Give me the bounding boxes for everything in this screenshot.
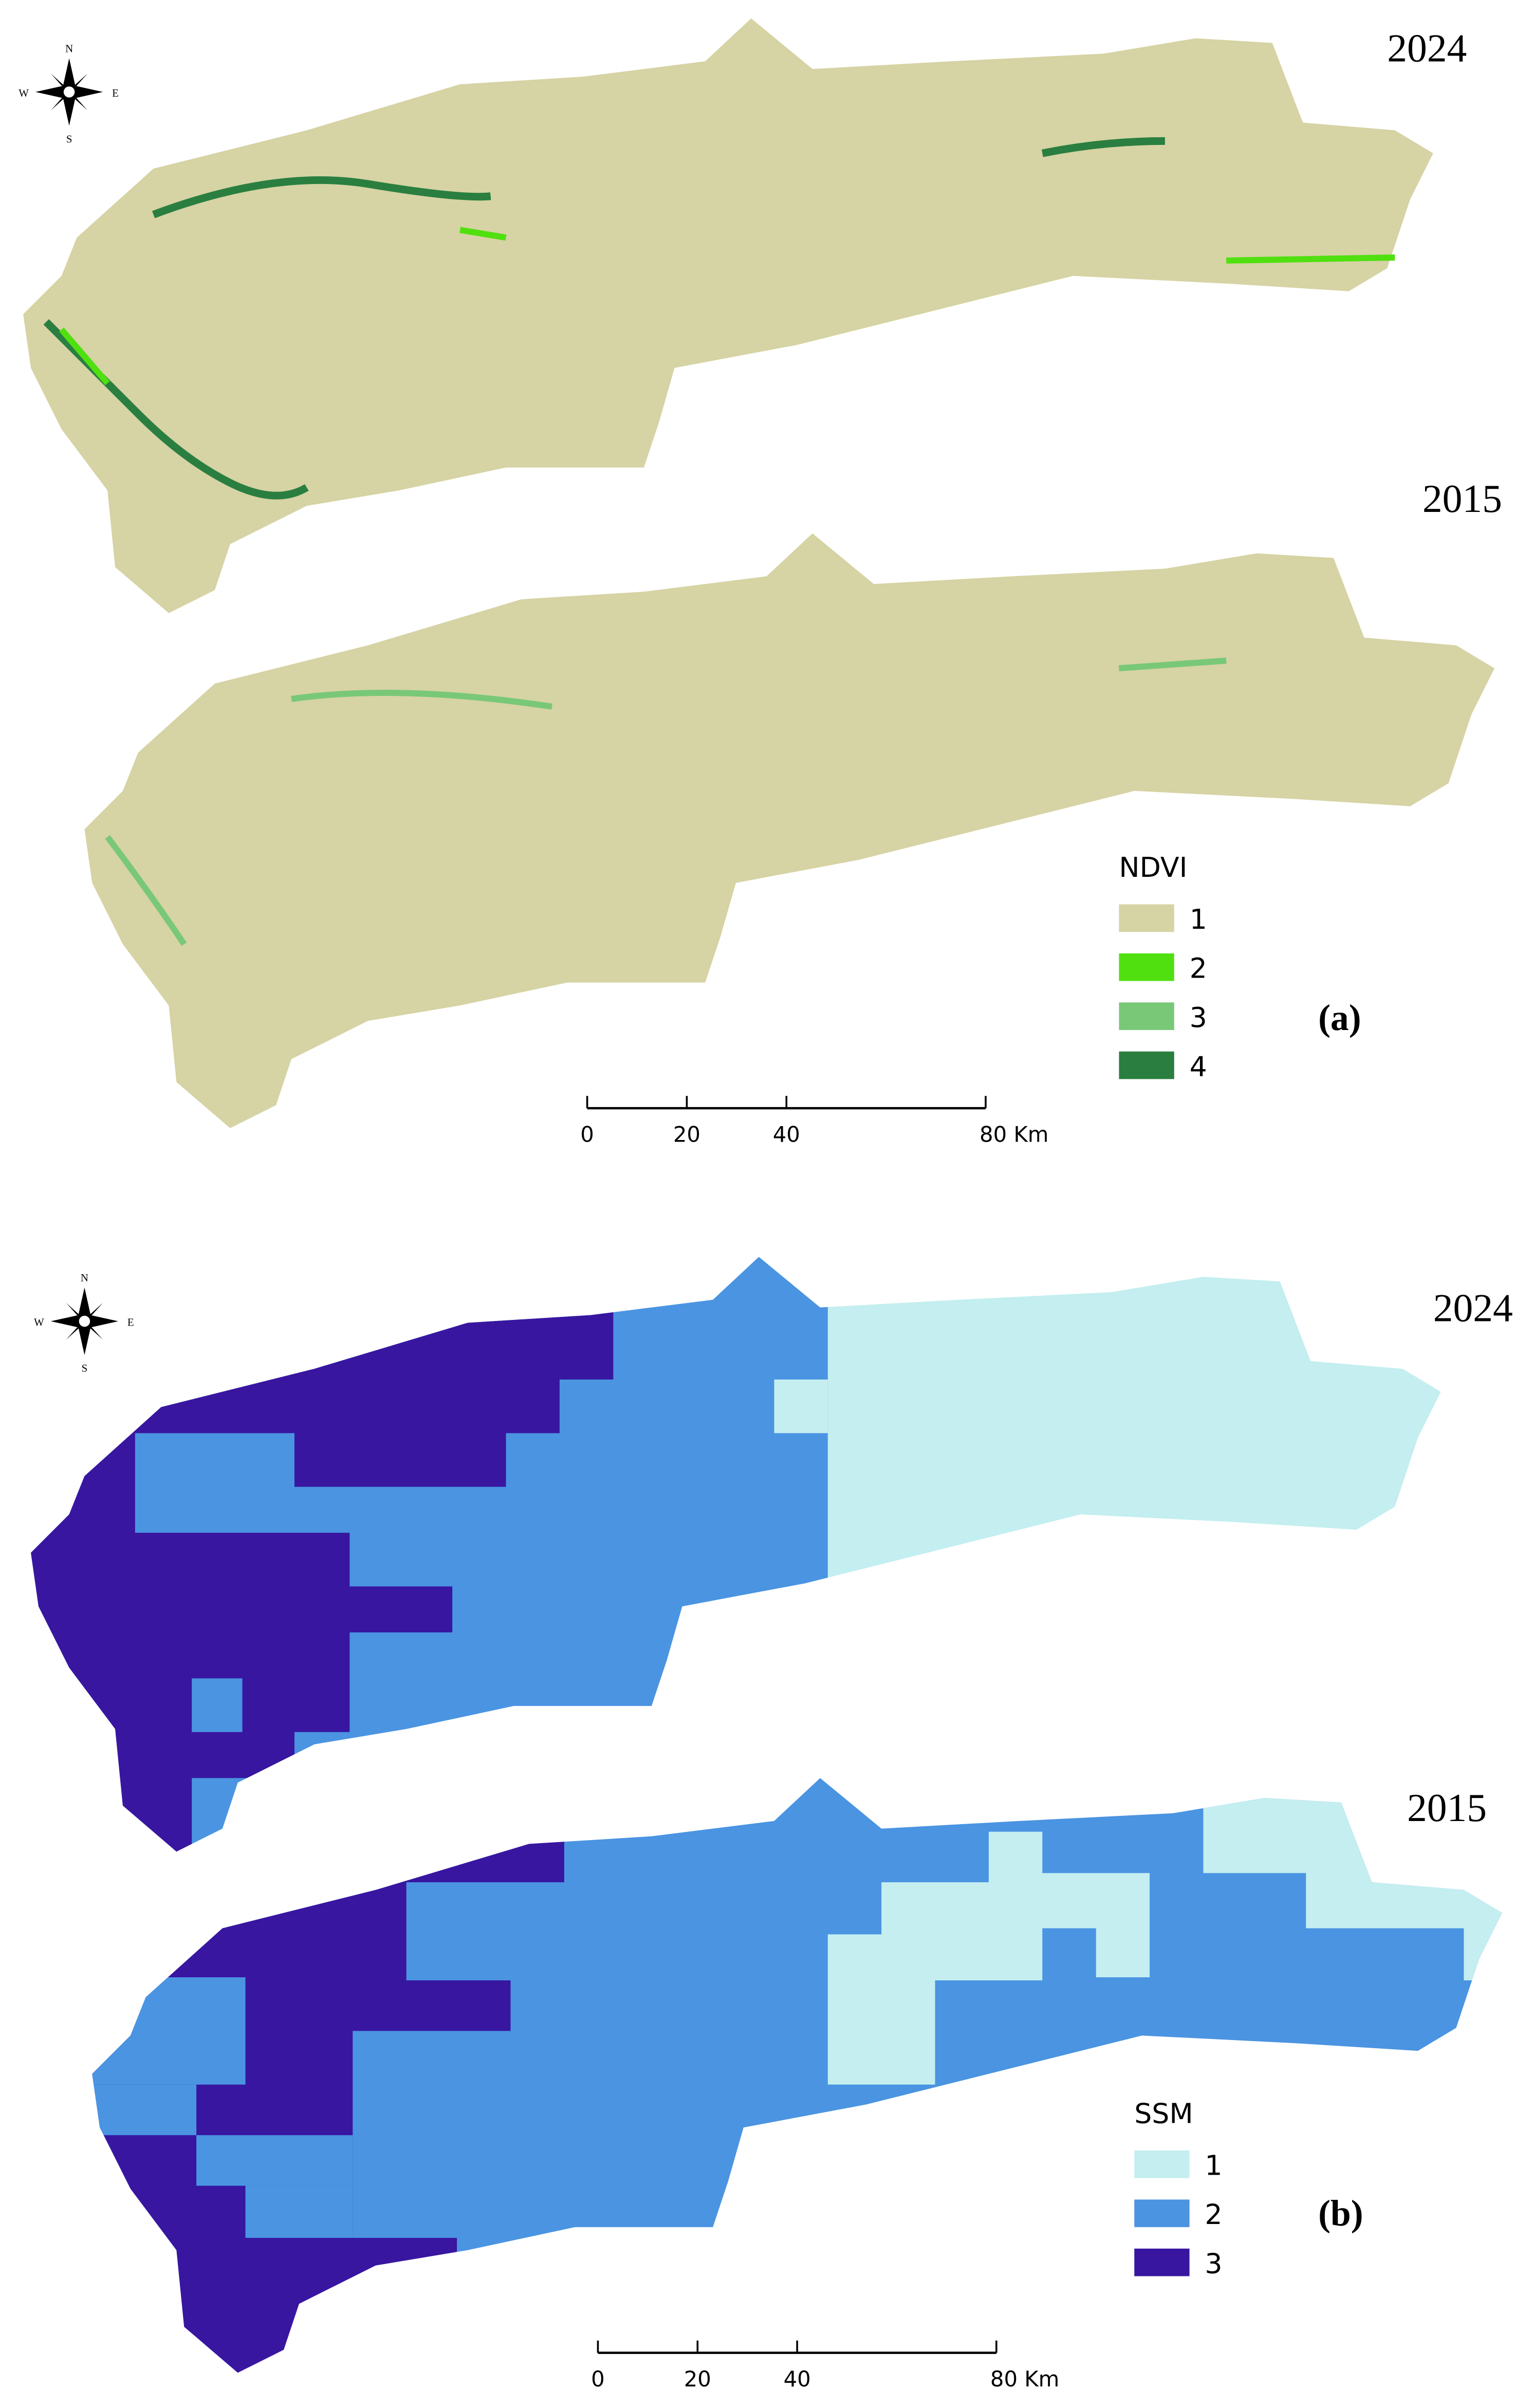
legend-label: 3 (1205, 2248, 1222, 2280)
compass-w: W (19, 87, 29, 99)
compass-e: E (127, 1316, 134, 1329)
legend-swatch (1119, 904, 1174, 932)
scale-label: 80 Km (980, 1122, 1048, 1147)
legend-swatch (1134, 2248, 1190, 2276)
compass-n: N (81, 1272, 88, 1284)
compass-n: N (65, 42, 73, 54)
compass-s: S (66, 133, 72, 145)
legend-title: NDVI (1119, 851, 1187, 884)
year-label: 2015 (1423, 476, 1502, 521)
panel-tag: (a) (1318, 998, 1361, 1038)
legend-label: 2 (1205, 2198, 1222, 2231)
scale-label: 0 (580, 1122, 594, 1147)
ssm-map-2024 (31, 1257, 1441, 1852)
legend-swatch (1119, 1051, 1174, 1079)
legend-swatch (1134, 2150, 1190, 2178)
scale-label: 20 (673, 1122, 700, 1147)
scale-label: 40 (784, 2366, 811, 2392)
year-label: 2024 (1387, 26, 1467, 70)
legend-swatch (1119, 1002, 1174, 1031)
scale-label: 0 (591, 2366, 605, 2392)
scale-label: 80 Km (990, 2366, 1059, 2392)
year-label: 2024 (1433, 1286, 1513, 1330)
year-label: 2015 (1407, 1786, 1487, 1830)
panel-tag: (b) (1318, 2193, 1363, 2234)
legend-label: 4 (1190, 1050, 1207, 1082)
compass-s: S (82, 1362, 88, 1374)
ssm-map-2015 (92, 1778, 1502, 2373)
compass-e: E (112, 87, 119, 99)
legend-label: 1 (1205, 2149, 1222, 2182)
legend-label: 1 (1190, 903, 1207, 935)
scale-label: 40 (773, 1122, 800, 1147)
legend-label: 3 (1190, 1001, 1207, 1034)
ndvi-map-2015 (84, 533, 1495, 1128)
legend-swatch (1119, 953, 1174, 981)
legend-swatch (1134, 2199, 1190, 2228)
legend-title: SSM (1134, 2097, 1193, 2129)
ndvi-map-2024 (23, 18, 1433, 613)
compass: N S E W (34, 1272, 134, 1374)
compass-w: W (34, 1316, 44, 1329)
legend-label: 2 (1190, 952, 1207, 985)
compass: N S E W (19, 42, 119, 145)
scale-label: 20 (684, 2366, 711, 2392)
